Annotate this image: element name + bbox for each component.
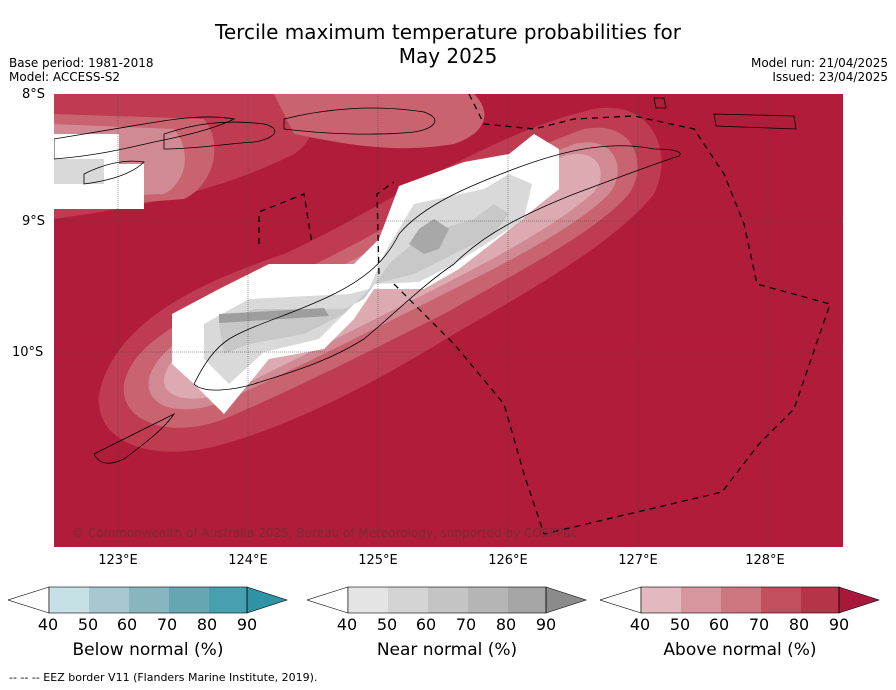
cb-above-arrow-high bbox=[838, 586, 880, 614]
cb-below-80 bbox=[169, 587, 209, 613]
cb-below-90 bbox=[209, 587, 247, 613]
northern-island-coast-4 bbox=[83, 160, 145, 185]
cb-near-60 bbox=[388, 587, 428, 613]
lat-label-9s: 9°S bbox=[22, 214, 46, 229]
eez-border-oecusse bbox=[258, 193, 313, 245]
cb-above-60 bbox=[681, 587, 721, 613]
cb-above-tick-60: 60 bbox=[708, 615, 730, 634]
lon-label-124: 124°E bbox=[228, 553, 268, 568]
chart-title-line1: Tercile maximum temperature probabilitie… bbox=[215, 20, 681, 44]
cb-near-tick-70: 70 bbox=[455, 615, 477, 634]
chart-title: Tercile maximum temperature probabilitie… bbox=[0, 20, 896, 68]
cb-below-tick-40: 40 bbox=[37, 615, 59, 634]
cb-below-frame bbox=[48, 586, 248, 614]
map-svg bbox=[54, 94, 843, 547]
eez-border-north bbox=[376, 181, 395, 275]
cb-above-90 bbox=[801, 587, 839, 613]
cb-near-70 bbox=[428, 587, 468, 613]
footer-note: -- -- -- EEZ border V11 (Flanders Marine… bbox=[9, 671, 318, 684]
cb-above-50 bbox=[641, 587, 681, 613]
chart-title-line2: May 2025 bbox=[398, 44, 498, 68]
cb-below-tick-70: 70 bbox=[156, 615, 178, 634]
eez-border-east bbox=[468, 94, 831, 535]
cb-above-tick-40: 40 bbox=[629, 615, 651, 634]
cb-near-80 bbox=[468, 587, 508, 613]
small-island-coast bbox=[653, 97, 667, 109]
cb-above-tick-50: 50 bbox=[669, 615, 691, 634]
cb-near-tick-90: 90 bbox=[535, 615, 557, 634]
cb-below-arrow-high bbox=[246, 586, 288, 614]
colorbar-below bbox=[8, 586, 288, 614]
cb-below-arrow-low bbox=[8, 586, 50, 614]
cb-near-tick-50: 50 bbox=[376, 615, 398, 634]
eez-border-south bbox=[393, 283, 545, 535]
cb-below-50 bbox=[49, 587, 89, 613]
southwest-island-coast bbox=[93, 412, 176, 464]
cb-below-tick-50: 50 bbox=[77, 615, 99, 634]
lon-label-123: 123°E bbox=[98, 553, 138, 568]
cb-above-title: Above normal (%) bbox=[663, 640, 817, 660]
colorbar-above bbox=[600, 586, 880, 614]
cb-below-tick-60: 60 bbox=[116, 615, 138, 634]
lon-label-126: 126°E bbox=[488, 553, 528, 568]
region-near-west-50 bbox=[54, 159, 104, 184]
graticule bbox=[54, 94, 843, 547]
cb-near-arrow-high bbox=[545, 586, 587, 614]
cb-near-tick-80: 80 bbox=[495, 615, 517, 634]
cb-above-tick-90: 90 bbox=[828, 615, 850, 634]
cb-below-70 bbox=[129, 587, 169, 613]
cb-above-frame bbox=[640, 586, 840, 614]
lon-label-125: 125°E bbox=[358, 553, 398, 568]
northern-island-coast-2 bbox=[163, 121, 276, 150]
cb-near-arrow-low bbox=[307, 586, 349, 614]
lon-label-127: 127°E bbox=[618, 553, 658, 568]
colorbar-near bbox=[307, 586, 587, 614]
cb-below-tick-80: 80 bbox=[196, 615, 218, 634]
cb-above-tick-70: 70 bbox=[748, 615, 770, 634]
meta-left: Base period: 1981-2018 Model: ACCESS-S2 bbox=[9, 56, 154, 84]
lat-label-10s: 10°S bbox=[12, 345, 44, 360]
lat-label-8s: 8°S bbox=[22, 87, 46, 102]
cb-near-tick-40: 40 bbox=[336, 615, 358, 634]
tanimbar-coast bbox=[713, 113, 797, 130]
region-near-70-east bbox=[409, 219, 449, 254]
cb-near-90 bbox=[508, 587, 546, 613]
cb-above-70 bbox=[721, 587, 761, 613]
cb-below-tick-90: 90 bbox=[236, 615, 258, 634]
timor-coastline bbox=[193, 145, 681, 391]
cb-near-50 bbox=[348, 587, 388, 613]
probability-map bbox=[54, 94, 843, 547]
issued-text: Issued: 23/04/2025 bbox=[772, 70, 888, 84]
cb-below-title: Below normal (%) bbox=[72, 640, 224, 660]
cb-near-frame bbox=[347, 586, 547, 614]
copyright-text: © Commonwealth of Australia 2025, Bureau… bbox=[72, 526, 578, 540]
cb-below-60 bbox=[89, 587, 129, 613]
cb-near-title: Near normal (%) bbox=[376, 640, 518, 660]
region-above-70-north bbox=[274, 94, 485, 149]
base-period-text: Base period: 1981-2018 bbox=[9, 56, 154, 70]
lon-label-128: 128°E bbox=[745, 553, 785, 568]
northern-island-coast-1 bbox=[54, 116, 236, 160]
region-near-70-west bbox=[219, 308, 329, 323]
cb-above-arrow-low bbox=[600, 586, 642, 614]
model-run-text: Model run: 21/04/2025 bbox=[750, 56, 888, 70]
model-text: Model: ACCESS-S2 bbox=[9, 70, 121, 84]
cb-above-80 bbox=[761, 587, 801, 613]
meta-right: Model run: 21/04/2025 Issued: 23/04/2025 bbox=[751, 56, 888, 84]
northern-island-coast-3 bbox=[283, 107, 436, 135]
cb-near-tick-60: 60 bbox=[415, 615, 437, 634]
cb-above-tick-80: 80 bbox=[788, 615, 810, 634]
